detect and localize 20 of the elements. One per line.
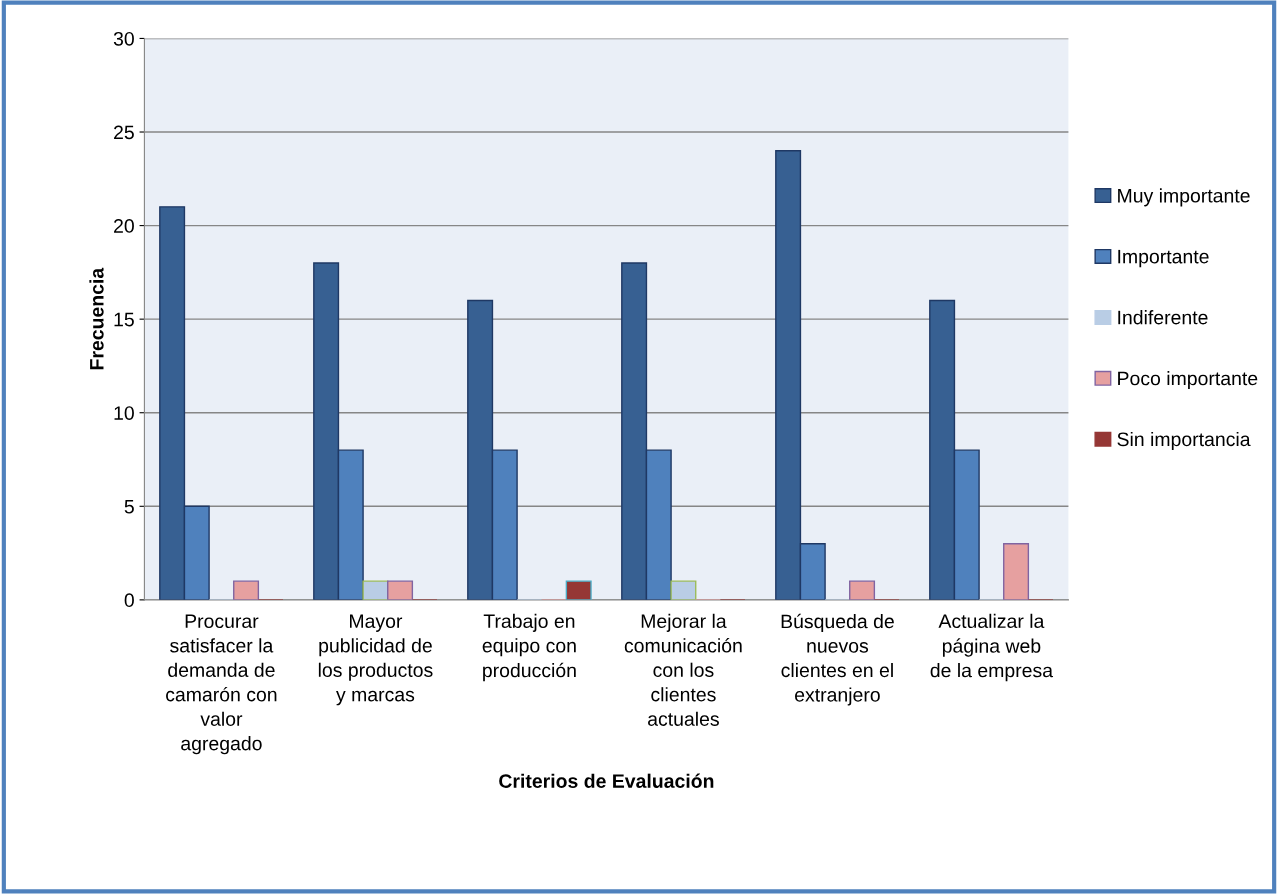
y-axis-title: Frecuencia bbox=[89, 267, 104, 370]
y-tick-label: 10 bbox=[114, 406, 134, 420]
x-tick-label: Actualizar la página web de la empresa bbox=[930, 613, 1054, 682]
y-tick-label: 20 bbox=[114, 219, 134, 233]
legend-label: Sin importancia bbox=[1117, 431, 1251, 451]
y-tick-label: 15 bbox=[114, 312, 134, 327]
x-axis-title: Criterios de Evaluación bbox=[499, 773, 714, 788]
x-tick-label: Búsqueda de nuevos clientes en el extranjero bbox=[781, 613, 894, 706]
x-tick-label: Mayor publicidad de los productos y marcas bbox=[318, 614, 433, 706]
y-tick-label: 5 bbox=[124, 499, 134, 514]
y-tick-label: 30 bbox=[113, 31, 134, 46]
x-tick-label: Mejorar la comunicación con los clientes actuales bbox=[624, 613, 742, 726]
legend-label: Importante bbox=[1118, 249, 1209, 268]
legend-label: Indiferente bbox=[1118, 310, 1208, 325]
legend-label: Muy importante bbox=[1118, 188, 1250, 207]
x-tick-label: Trabajo en equipo con producción bbox=[482, 613, 576, 682]
legend-label: Poco importante bbox=[1118, 371, 1258, 390]
y-tick-label: 0 bbox=[124, 593, 134, 608]
y-tick-label: 25 bbox=[114, 125, 134, 140]
x-tick-label: Procurar satisfacer la demanda de camarón con valor agregado bbox=[166, 614, 277, 755]
